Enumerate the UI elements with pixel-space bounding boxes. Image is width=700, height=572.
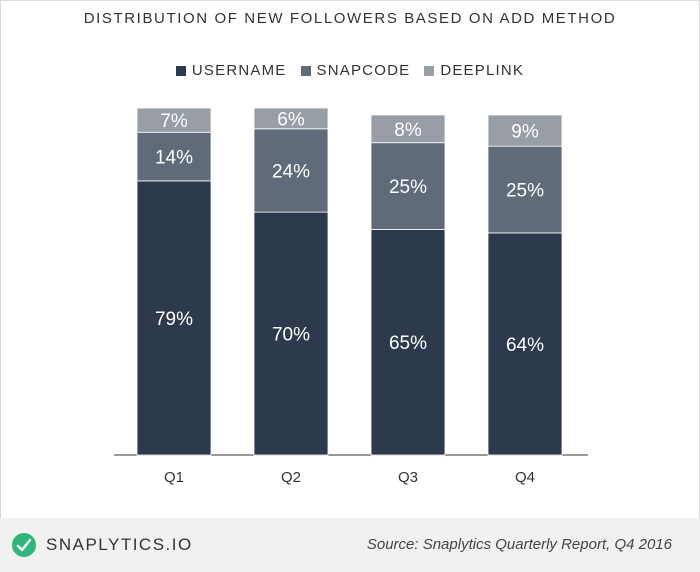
x-tick-label-q1: Q1 bbox=[164, 469, 184, 486]
brand-name: SNAPLYTICS.IO bbox=[46, 535, 193, 554]
bar-snapcode-q2 bbox=[253, 128, 329, 213]
bar-deeplink-q1 bbox=[136, 107, 212, 133]
x-tick-label-q3: Q3 bbox=[398, 469, 418, 486]
chart-title: DISTRIBUTION OF NEW FOLLOWERS BASED ON A… bbox=[83, 10, 617, 27]
data-label-username-q2: 70% bbox=[272, 325, 310, 346]
brand: SNAPLYTICS.IO bbox=[12, 533, 193, 557]
legend-label-deeplink: DEEPLINK bbox=[440, 62, 525, 79]
data-label-deeplink-q3: 8% bbox=[394, 120, 422, 141]
data-label-username-q4: 64% bbox=[506, 335, 544, 356]
bar-deeplink-q4 bbox=[487, 114, 563, 147]
data-label-snapcode-q1: 14% bbox=[155, 148, 193, 169]
data-label-snapcode-q4: 25% bbox=[506, 181, 544, 202]
bar-snapcode-q1 bbox=[136, 131, 212, 182]
legend-swatch-snapcode bbox=[300, 65, 311, 76]
data-label-username-q3: 65% bbox=[389, 333, 427, 354]
snaplytics-logo-icon bbox=[12, 533, 36, 557]
data-label-snapcode-q2: 24% bbox=[272, 161, 310, 182]
legend-swatch-username bbox=[175, 65, 186, 76]
bar-username-q4 bbox=[487, 232, 563, 456]
legend-item-deeplink: DEEPLINK bbox=[424, 62, 524, 79]
legend-item-snapcode: SNAPCODE bbox=[300, 62, 411, 79]
data-label-username-q1: 79% bbox=[155, 309, 193, 330]
x-tick-label-q4: Q4 bbox=[515, 469, 535, 486]
bar-username-q3 bbox=[370, 229, 446, 456]
x-tick-label-q2: Q2 bbox=[281, 469, 301, 486]
legend-label-username: USERNAME bbox=[191, 62, 287, 79]
footer-bar: SNAPLYTICS.IO Source: Snaplytics Quarter… bbox=[0, 518, 700, 572]
bar-deeplink-q2 bbox=[253, 107, 329, 130]
data-label-deeplink-q4: 9% bbox=[511, 122, 539, 143]
legend-label-snapcode: SNAPCODE bbox=[316, 62, 411, 79]
source-note: Source: Snaplytics Quarterly Report, Q4 … bbox=[366, 536, 672, 553]
data-label-snapcode-q3: 25% bbox=[389, 177, 427, 198]
legend-item-username: USERNAME bbox=[175, 62, 287, 79]
bar-snapcode-q3 bbox=[370, 142, 446, 230]
bar-deeplink-q3 bbox=[370, 114, 446, 144]
bar-username-q2 bbox=[253, 211, 329, 456]
chart-legend: USERNAME SNAPCODE DEEPLINK bbox=[0, 62, 700, 79]
bar-snapcode-q4 bbox=[487, 145, 563, 234]
stacked-bar-chart: 79% 14% 7% Q1 70% 24% 6% Q2 65% 25% 8% Q3 64% 25% 9% Q4 bbox=[114, 107, 588, 486]
data-label-deeplink-q2: 6% bbox=[277, 109, 305, 130]
data-label-deeplink-q1: 7% bbox=[160, 111, 188, 132]
legend-swatch-deeplink bbox=[424, 65, 435, 76]
